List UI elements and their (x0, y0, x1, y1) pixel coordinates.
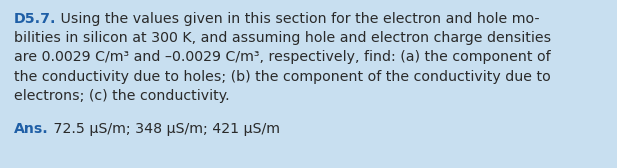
Text: bilities in silicon at 300 K, and assuming hole and electron charge densities: bilities in silicon at 300 K, and assumi… (14, 31, 551, 45)
Text: electrons; (c) the conductivity.: electrons; (c) the conductivity. (14, 89, 230, 103)
Text: 72.5 μS/m; 348 μS/m; 421 μS/m: 72.5 μS/m; 348 μS/m; 421 μS/m (49, 122, 280, 136)
Text: the conductivity due to holes; (b) the component of the conductivity due to: the conductivity due to holes; (b) the c… (14, 70, 551, 84)
Text: are 0.0029 C/m³ and –0.0029 C/m³, respectively, find: (a) the component of: are 0.0029 C/m³ and –0.0029 C/m³, respec… (14, 50, 550, 64)
Text: Ans.: Ans. (14, 122, 49, 136)
Text: D5.7.: D5.7. (14, 12, 57, 26)
Text: Using the values given in this section for the electron and hole mo-: Using the values given in this section f… (57, 12, 540, 26)
